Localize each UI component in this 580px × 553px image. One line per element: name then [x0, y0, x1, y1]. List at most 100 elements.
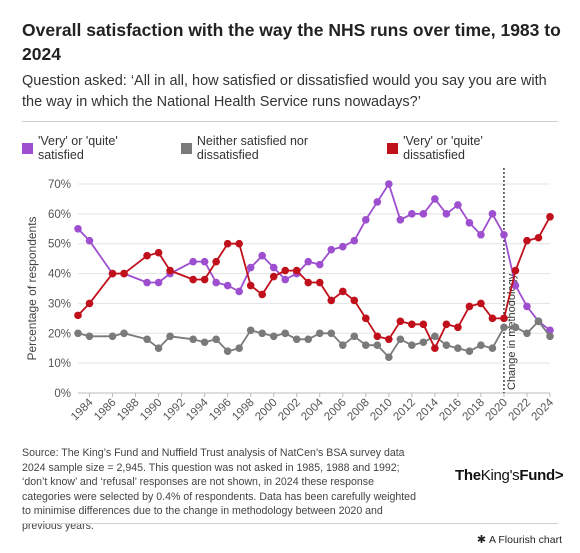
data-point-satisfied: [350, 236, 359, 245]
data-point-dissatisfied: [315, 278, 324, 287]
data-point-satisfied: [154, 278, 163, 287]
x-tick-label: 1984: [69, 396, 96, 423]
data-point-neither: [292, 335, 301, 344]
data-point-dissatisfied: [235, 239, 243, 248]
data-point-dissatisfied: [431, 344, 439, 353]
x-tick-label: 1994: [184, 396, 211, 423]
data-point-dissatisfied: [408, 320, 416, 329]
y-tick-label: 50%: [48, 239, 71, 251]
data-point-dissatisfied: [108, 269, 117, 278]
data-point-neither: [396, 335, 405, 344]
data-point-neither: [269, 332, 278, 341]
data-point-dissatisfied: [350, 296, 359, 305]
data-point-dissatisfied: [327, 296, 336, 305]
data-point-dissatisfied: [166, 266, 174, 275]
data-point-neither: [166, 332, 174, 341]
data-point-dissatisfied: [85, 299, 94, 308]
legend-label-neither: Neither satisfied nor dissatisfied: [196, 134, 309, 162]
header-divider: [22, 121, 558, 122]
logo-chevron-icon: >: [554, 467, 564, 484]
data-point-dissatisfied: [546, 213, 554, 221]
flourish-icon: ✱: [476, 534, 487, 546]
data-point-neither: [189, 335, 197, 344]
x-tick-label: 1992: [161, 397, 188, 424]
data-point-neither: [465, 347, 474, 355]
data-point-neither: [338, 341, 347, 350]
data-point-satisfied: [235, 287, 243, 296]
footer-divider: [22, 523, 558, 524]
x-tick-label: 2006: [322, 397, 349, 424]
chart-subtitle: Question asked: ‘All in all, how satisfi…: [22, 73, 547, 110]
data-point-dissatisfied: [373, 332, 382, 341]
data-point-neither: [454, 344, 462, 353]
data-point-dissatisfied: [511, 266, 520, 275]
data-point-satisfied: [212, 278, 220, 287]
data-point-dissatisfied: [281, 266, 290, 275]
kings-fund-logo: TheKing'sFund>: [455, 467, 564, 484]
methodology-label: Change in methodology: [506, 273, 518, 390]
x-tick-label: 2022: [507, 397, 534, 424]
line-chart: 0% 10% 20% 30% 40% 50% 60% 70% Percentage of res…: [25, 168, 557, 424]
data-point-neither: [350, 332, 359, 341]
data-point-neither: [442, 341, 451, 350]
data-point-neither: [223, 347, 232, 355]
data-point-dissatisfied: [362, 314, 370, 323]
data-point-satisfied: [454, 201, 462, 209]
data-point-satisfied: [488, 210, 497, 218]
data-point-neither: [385, 353, 393, 361]
data-point-satisfied: [385, 180, 393, 188]
data-point-satisfied: [396, 216, 405, 224]
legend-item-satisfied[interactable]: 'Very' or 'quite' satisfied: [22, 134, 167, 162]
logo-text-the: The: [455, 467, 481, 484]
legend-label-satisfied: 'Very' or 'quite' satisfied: [37, 134, 118, 162]
data-point-neither: [511, 323, 520, 332]
x-tick-label: 2016: [437, 397, 464, 424]
data-point-dissatisfied: [338, 287, 347, 296]
data-point-satisfied: [246, 263, 255, 272]
legend-item-dissatisfied[interactable]: 'Very' or 'quite' dissatisfied: [387, 134, 548, 162]
data-point-satisfied: [327, 245, 336, 254]
data-point-satisfied: [200, 257, 209, 266]
data-point-satisfied: [373, 198, 382, 206]
data-point-dissatisfied: [292, 266, 301, 275]
data-point-neither: [500, 323, 508, 332]
data-point-neither: [304, 335, 313, 344]
data-point-satisfied: [304, 257, 313, 266]
data-point-dissatisfied: [223, 239, 232, 248]
data-point-satisfied: [85, 236, 94, 245]
data-point-neither: [200, 338, 209, 347]
data-point-neither: [212, 335, 220, 344]
x-tick-label: 2014: [414, 396, 441, 423]
data-point-dissatisfied: [189, 275, 197, 284]
data-point-satisfied: [500, 230, 508, 239]
y-axis-label: Percentage of respondents: [25, 216, 39, 360]
legend-label-dissatisfied: 'Very' or 'quite' dissatisfied: [403, 134, 483, 162]
data-point-satisfied: [442, 210, 451, 218]
data-point-satisfied: [477, 230, 485, 239]
x-tick-label: 2012: [391, 397, 418, 424]
flourish-label: A Flourish chart: [489, 533, 562, 546]
data-point-dissatisfied: [212, 257, 220, 266]
data-point-neither: [85, 332, 94, 341]
x-tick-label: 1998: [230, 397, 257, 424]
data-point-satisfied: [408, 210, 416, 218]
data-point-satisfied: [74, 224, 82, 233]
data-point-dissatisfied: [523, 236, 531, 245]
data-point-satisfied: [281, 275, 290, 284]
data-point-satisfied: [419, 210, 428, 218]
data-point-satisfied: [511, 281, 520, 290]
data-point-dissatisfied: [465, 302, 474, 311]
legend: 'Very' or 'quite' satisfied Neither sati…: [22, 134, 562, 162]
y-tick-label: 20%: [48, 328, 71, 340]
legend-swatch-dissatisfied: [387, 142, 399, 154]
y-tick-label: 70%: [48, 179, 71, 191]
data-point-dissatisfied: [154, 248, 163, 257]
x-tick-label: 2008: [345, 397, 372, 424]
x-tick-label: 2002: [276, 397, 303, 424]
data-point-dissatisfied: [419, 320, 428, 329]
data-point-satisfied: [338, 242, 347, 251]
legend-item-neither[interactable]: Neither satisfied nor dissatisfied: [180, 134, 373, 162]
source-note: Source: The King’s Fund and Nuffield Tru…: [22, 447, 416, 532]
flourish-credit[interactable]: ✱ A Flourish chart: [476, 533, 562, 547]
data-point-dissatisfied: [258, 290, 266, 299]
